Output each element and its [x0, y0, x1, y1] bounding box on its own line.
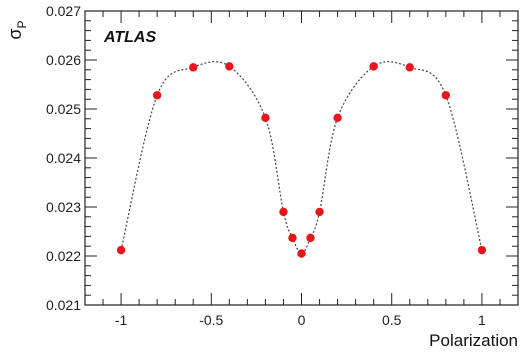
y-axis-title: σP [5, 20, 29, 39]
x-tick-label: 0 [298, 312, 306, 328]
y-tick-label: 0.023 [46, 199, 81, 215]
data-point [441, 91, 451, 100]
y-tick-label: 0.024 [46, 150, 81, 166]
y-axis-symbol: σ [5, 28, 25, 39]
data-point [477, 245, 487, 255]
data-point [189, 63, 198, 72]
y-tick-label: 0.021 [46, 297, 81, 313]
y-axis-subscript: P [15, 20, 29, 28]
x-tick-label: -0.5 [199, 312, 223, 328]
data-point [152, 91, 162, 100]
data-point [261, 113, 270, 123]
y-tick-label: 0.027 [46, 3, 81, 19]
data-point [306, 233, 315, 243]
plot-area: 0.021 0.022 0.023 0.024 0.025 0.026 0.027 -1 -0.… [46, 3, 519, 328]
y-tick-label: 0.022 [46, 248, 81, 264]
y-tick-label: 0.025 [46, 101, 81, 117]
data-point [297, 249, 306, 258]
data-point [288, 233, 297, 243]
experiment-label: ATLAS [103, 29, 156, 46]
data-point [279, 207, 288, 217]
x-tick-label: 0.5 [382, 312, 402, 328]
svg-text:σP: σP [5, 20, 29, 39]
x-axis-title: Polarization [429, 331, 518, 350]
y-tick-label: 0.026 [46, 52, 81, 68]
x-tick-label: -1 [115, 312, 128, 328]
data-point [333, 113, 342, 123]
x-tick-label: 1 [478, 312, 486, 328]
data-point [116, 245, 126, 255]
data-point [225, 62, 234, 71]
data-point [405, 63, 414, 72]
data-point [369, 62, 378, 71]
data-point [315, 207, 324, 217]
